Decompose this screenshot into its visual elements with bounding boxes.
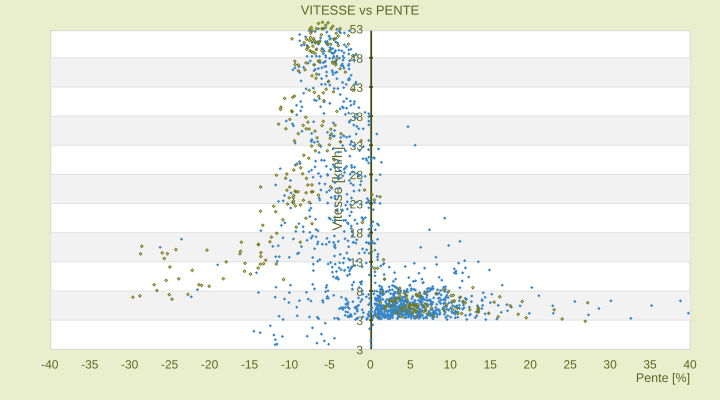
svg-text:-20: -20: [201, 357, 219, 371]
svg-text:40: 40: [683, 357, 697, 371]
svg-text:5: 5: [407, 357, 414, 371]
svg-text:3: 3: [356, 343, 363, 357]
svg-text:13: 13: [350, 256, 364, 270]
svg-text:-40: -40: [41, 357, 59, 371]
svg-text:35: 35: [643, 357, 657, 371]
svg-text:53: 53: [350, 22, 364, 36]
svg-text:-15: -15: [241, 357, 259, 371]
svg-text:25: 25: [563, 357, 577, 371]
svg-text:30: 30: [603, 357, 617, 371]
svg-text:0: 0: [367, 357, 374, 371]
svg-text:Pente [%]: Pente [%]: [636, 371, 690, 385]
svg-text:20: 20: [524, 357, 538, 371]
svg-text:8: 8: [356, 285, 363, 299]
svg-text:15: 15: [484, 357, 498, 371]
svg-text:-5: -5: [324, 357, 335, 371]
svg-text:18: 18: [350, 226, 364, 240]
svg-text:-35: -35: [81, 357, 99, 371]
svg-text:-25: -25: [161, 357, 179, 371]
svg-text:VITESSE vs PENTE: VITESSE vs PENTE: [301, 3, 420, 18]
svg-text:-10: -10: [281, 357, 299, 371]
svg-text:10: 10: [444, 357, 458, 371]
svg-text:-30: -30: [121, 357, 139, 371]
svg-text:23: 23: [350, 197, 364, 211]
svg-text:3: 3: [356, 314, 363, 328]
